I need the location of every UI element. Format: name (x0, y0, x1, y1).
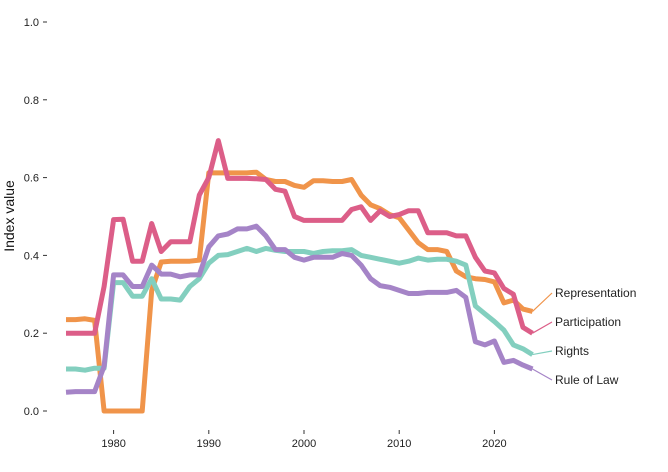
x-tick-label: 2010 (387, 438, 411, 450)
series-label: Participation (555, 315, 621, 329)
x-tick-label: 2000 (292, 438, 316, 450)
series-line-rights (66, 245, 534, 373)
y-tick-label: 0.6 (24, 173, 39, 185)
series-leader-line (532, 292, 553, 312)
series-line-participation (66, 138, 534, 336)
series-label: Rights (555, 344, 589, 358)
series-labels: Representation Participation Rights Rule of… (532, 286, 636, 387)
series-leader-line (532, 350, 553, 356)
series-leader-line (532, 321, 553, 334)
series-label: Representation (555, 286, 636, 300)
y-tick-label: 0.4 (24, 250, 39, 262)
series-leader-line (532, 368, 553, 381)
y-tick-label: 0.2 (24, 328, 39, 340)
y-tick-label: 1.0 (24, 17, 39, 29)
x-tick-label: 1990 (197, 438, 221, 450)
series-line-rule-of-law (65, 223, 534, 395)
x-axis: 1980 1990 2000 2010 2020 (101, 430, 507, 450)
series-lines (65, 138, 534, 414)
x-tick-label: 1980 (101, 438, 125, 450)
x-tick-label: 2020 (482, 438, 506, 450)
series-label: Rule of Law (555, 373, 619, 387)
series-line-representation (66, 169, 534, 414)
y-axis: 0.0 0.2 0.4 0.6 0.8 1.0 (24, 17, 47, 418)
y-axis-title: Index value (1, 180, 17, 252)
y-tick-label: 0.0 (24, 406, 39, 418)
y-tick-label: 0.8 (24, 95, 39, 107)
